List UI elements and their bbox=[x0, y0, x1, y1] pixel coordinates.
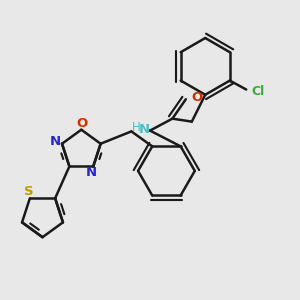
Text: N: N bbox=[86, 167, 97, 179]
Text: Cl: Cl bbox=[252, 85, 265, 98]
Text: H: H bbox=[132, 121, 141, 134]
Text: O: O bbox=[76, 117, 88, 130]
Text: N: N bbox=[50, 135, 61, 148]
Text: N: N bbox=[139, 123, 150, 136]
Text: S: S bbox=[24, 185, 33, 198]
Text: O: O bbox=[191, 91, 202, 104]
